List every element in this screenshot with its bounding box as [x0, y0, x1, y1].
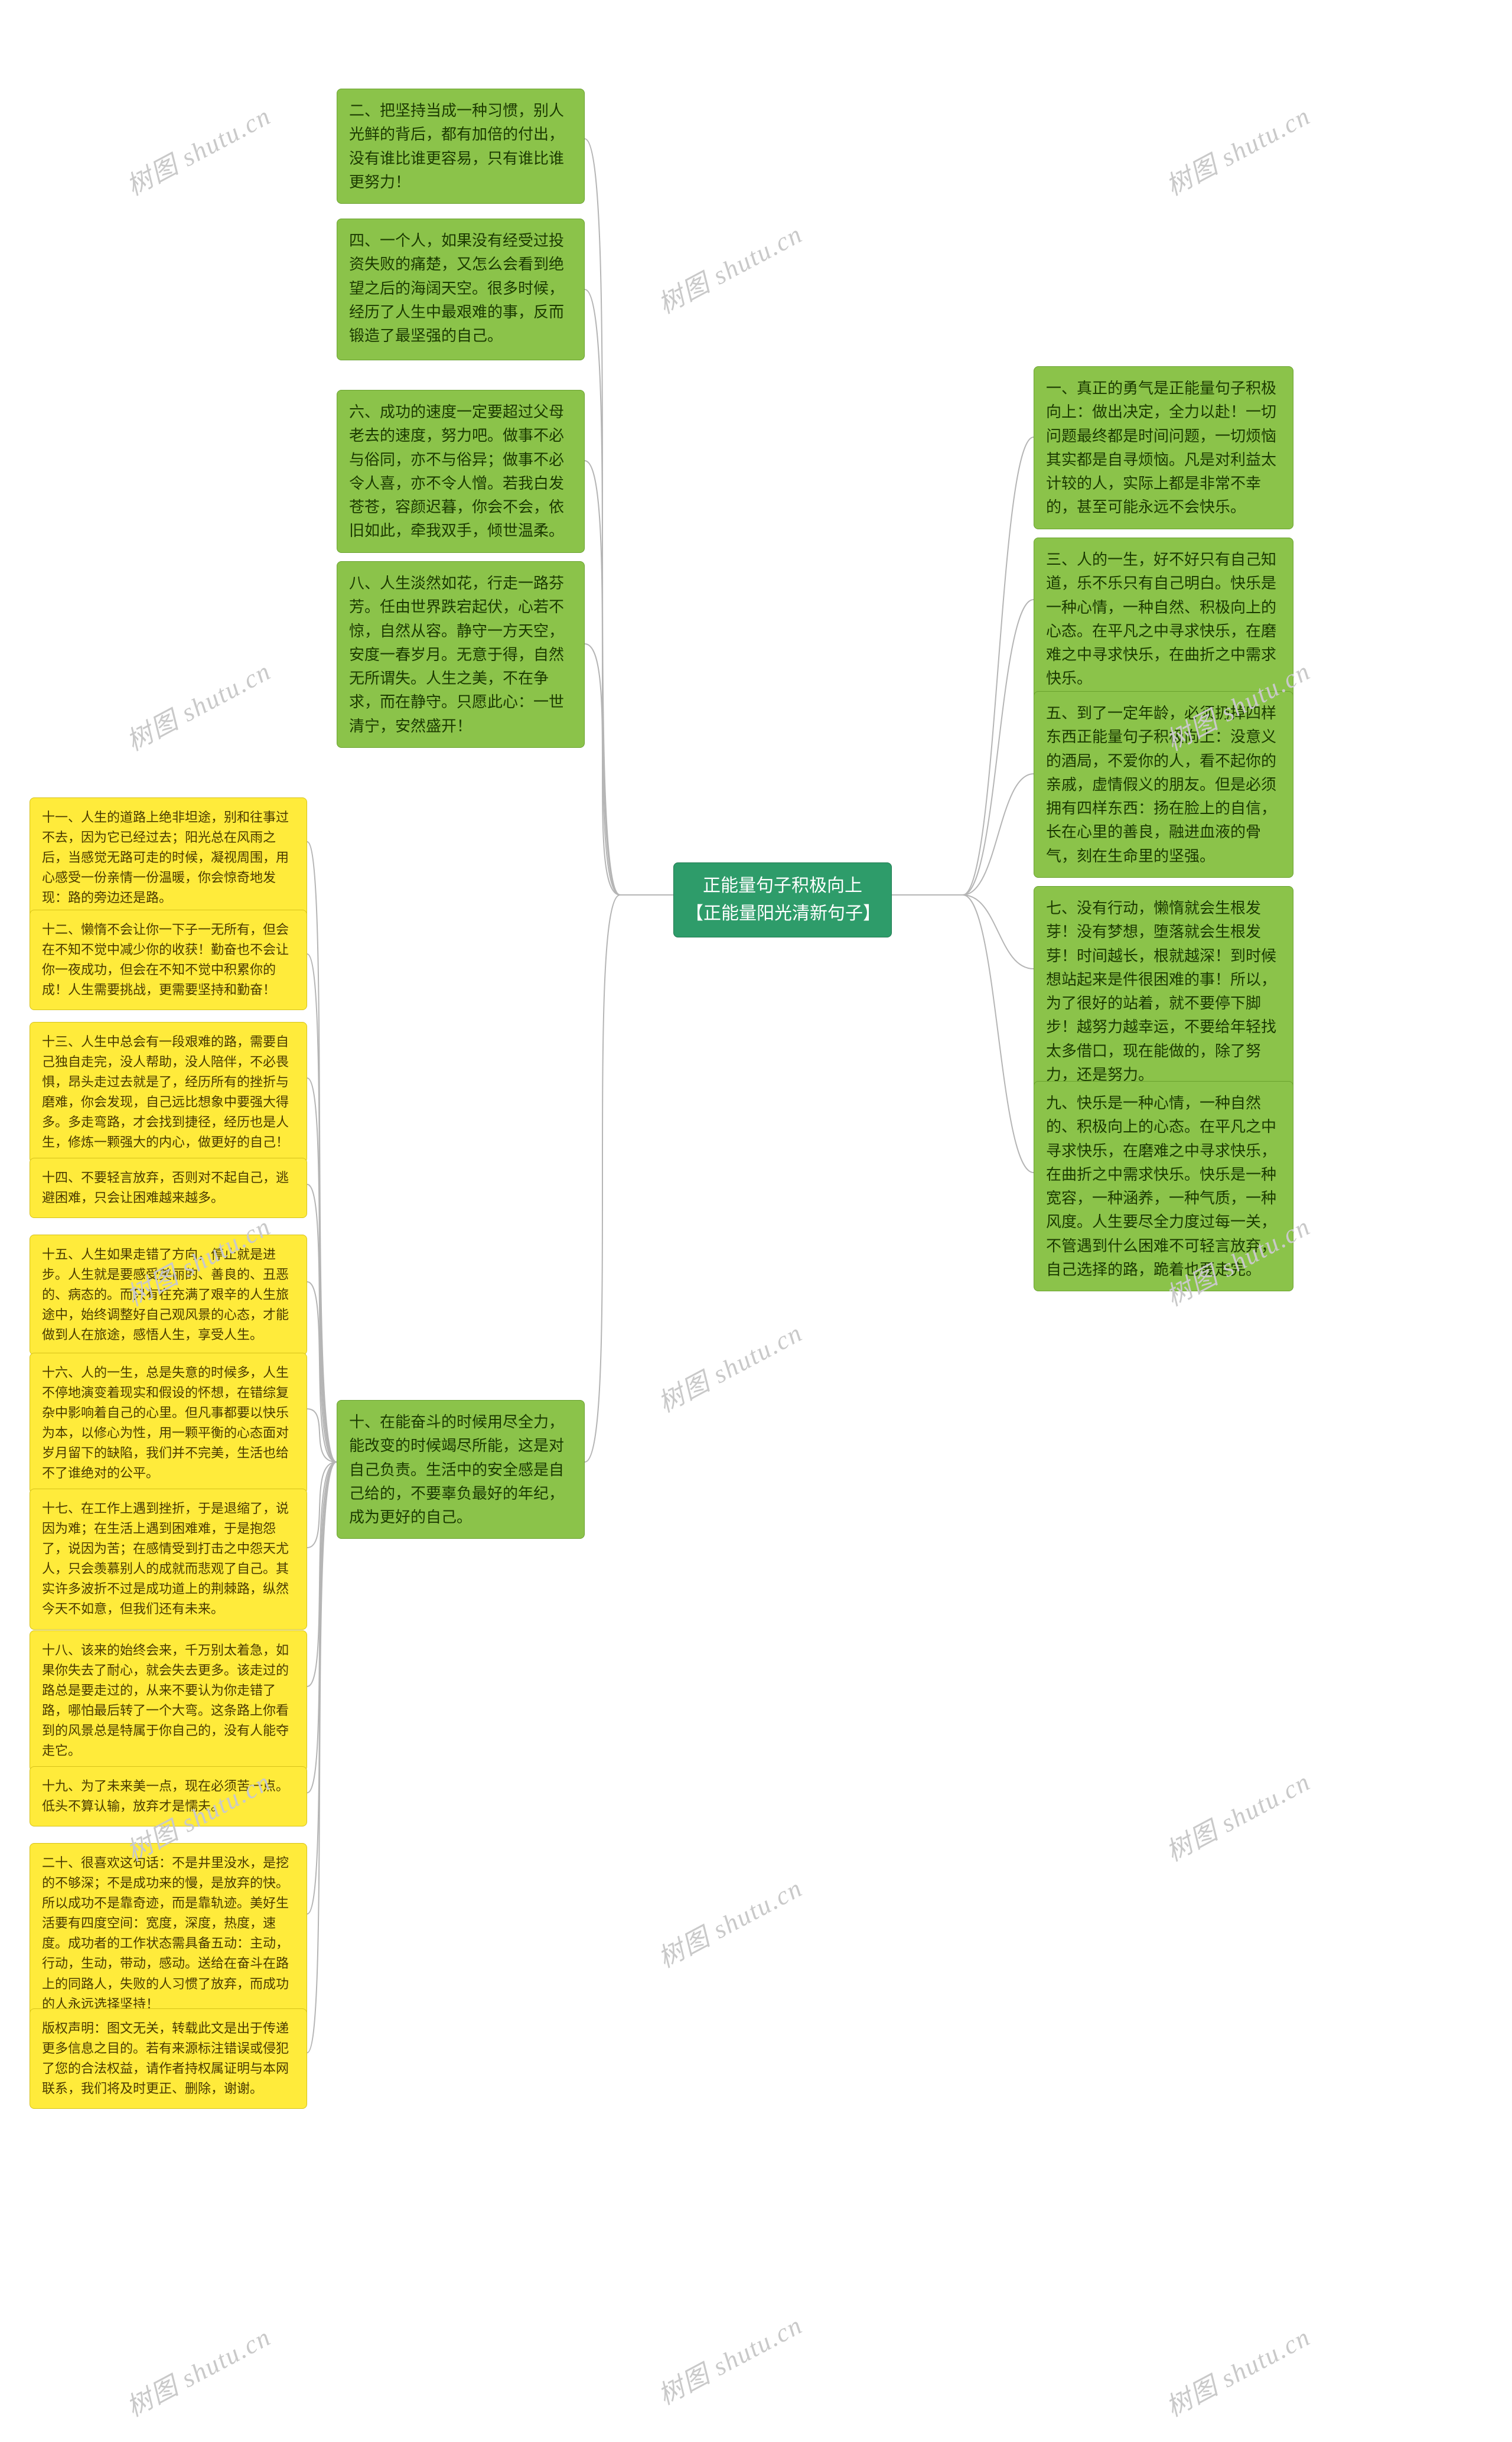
leaf-node-y18[interactable]: 十八、该来的始终会来，千万别太着急，如果你失去了耐心，就会失去更多。该走过的路总… — [30, 1630, 307, 1772]
watermark: 树图 shutu.cn — [1158, 1761, 1316, 1869]
left-node-l2[interactable]: 二、把坚持当成一种习惯，别人光鲜的背后，都有加倍的付出，没有谁比谁更容易，只有谁… — [337, 89, 585, 204]
watermark: 树图 shutu.cn — [1158, 95, 1316, 203]
watermark: 树图 shutu.cn — [650, 213, 808, 321]
leaf-node-ycopy[interactable]: 版权声明：图文无关，转载此文是出于传递更多信息之目的。若有来源标注错误或侵犯了您… — [30, 2008, 307, 2109]
watermark: 树图 shutu.cn — [119, 95, 276, 203]
leaf-node-y17[interactable]: 十七、在工作上遇到挫折，于是退缩了，说因为难；在生活上遇到困难难，于是抱怨了，说… — [30, 1489, 307, 1630]
leaf-node-y14[interactable]: 十四、不要轻言放弃，否则对不起自己，逃避困难，只会让困难越来越多。 — [30, 1158, 307, 1218]
leaf-node-y11[interactable]: 十一、人生的道路上绝非坦途，别和往事过不去，因为它已经过去；阳光总在风雨之后，当… — [30, 797, 307, 918]
leaf-node-y13[interactable]: 十三、人生中总会有一段艰难的路，需要自己独自走完，没人帮助，没人陪伴，不必畏惧，… — [30, 1022, 307, 1163]
leaf-node-y20[interactable]: 二十、很喜欢这句话：不是井里没水，是挖的不够深；不是成功来的慢，是放弃的快。所以… — [30, 1843, 307, 2024]
mindmap-canvas: 正能量句子积极向上【正能量阳光清新句子】 一、真正的勇气是正能量句子积极向上：做… — [0, 0, 1512, 2442]
watermark: 树图 shutu.cn — [650, 1867, 808, 1975]
right-node-r7[interactable]: 七、没有行动，懒惰就会生根发芽！没有梦想，堕落就会生根发芽！时间越长，根就越深！… — [1034, 886, 1293, 1096]
right-node-r5[interactable]: 五、到了一定年龄，必须扔掉四样东西正能量句子积极向上：没意义的酒局，不爱你的人，… — [1034, 691, 1293, 878]
watermark: 树图 shutu.cn — [119, 2316, 276, 2424]
right-node-r1[interactable]: 一、真正的勇气是正能量句子积极向上：做出决定，全力以赴！一切问题最终都是时间问题… — [1034, 366, 1293, 529]
watermark: 树图 shutu.cn — [650, 2304, 808, 2412]
watermark: 树图 shutu.cn — [1158, 2316, 1316, 2424]
watermark: 树图 shutu.cn — [650, 1312, 808, 1420]
leaf-node-y16[interactable]: 十六、人的一生，总是失意的时候多，人生不停地演变着现实和假设的怀想，在错综复杂中… — [30, 1353, 307, 1494]
left-node-l4[interactable]: 四、一个人，如果没有经受过投资失败的痛楚，又怎么会看到绝望之后的海阔天空。很多时… — [337, 219, 585, 360]
left-node-l8[interactable]: 八、人生淡然如花，行走一路芬芳。任由世界跌宕起伏，心若不惊，自然从容。静守一方天… — [337, 561, 585, 748]
leaf-node-y12[interactable]: 十二、懒惰不会让你一下子一无所有，但会在不知不觉中减少你的收获！勤奋也不会让你一… — [30, 910, 307, 1010]
right-node-r9[interactable]: 九、快乐是一种心情，一种自然的、积极向上的心态。在平凡之中寻求快乐，在磨难之中寻… — [1034, 1081, 1293, 1291]
leaf-node-y19[interactable]: 十九、为了未来美一点，现在必须苦一点。低头不算认输，放弃才是懦夫。 — [30, 1766, 307, 1826]
left-node-l10[interactable]: 十、在能奋斗的时候用尽全力，能改变的时候竭尽所能，这是对自己负责。生活中的安全感… — [337, 1400, 585, 1539]
root-node[interactable]: 正能量句子积极向上【正能量阳光清新句子】 — [673, 862, 892, 937]
right-node-r3[interactable]: 三、人的一生，好不好只有自己知道，乐不乐只有自己明白。快乐是一种心情，一种自然、… — [1034, 538, 1293, 701]
watermark: 树图 shutu.cn — [119, 650, 276, 758]
left-node-l6[interactable]: 六、成功的速度一定要超过父母老去的速度，努力吧。做事不必与俗同，亦不与俗异；做事… — [337, 390, 585, 553]
leaf-node-y15[interactable]: 十五、人生如果走错了方向，停止就是进步。人生就是要感受美丽的、善良的、丑恶的、病… — [30, 1235, 307, 1355]
